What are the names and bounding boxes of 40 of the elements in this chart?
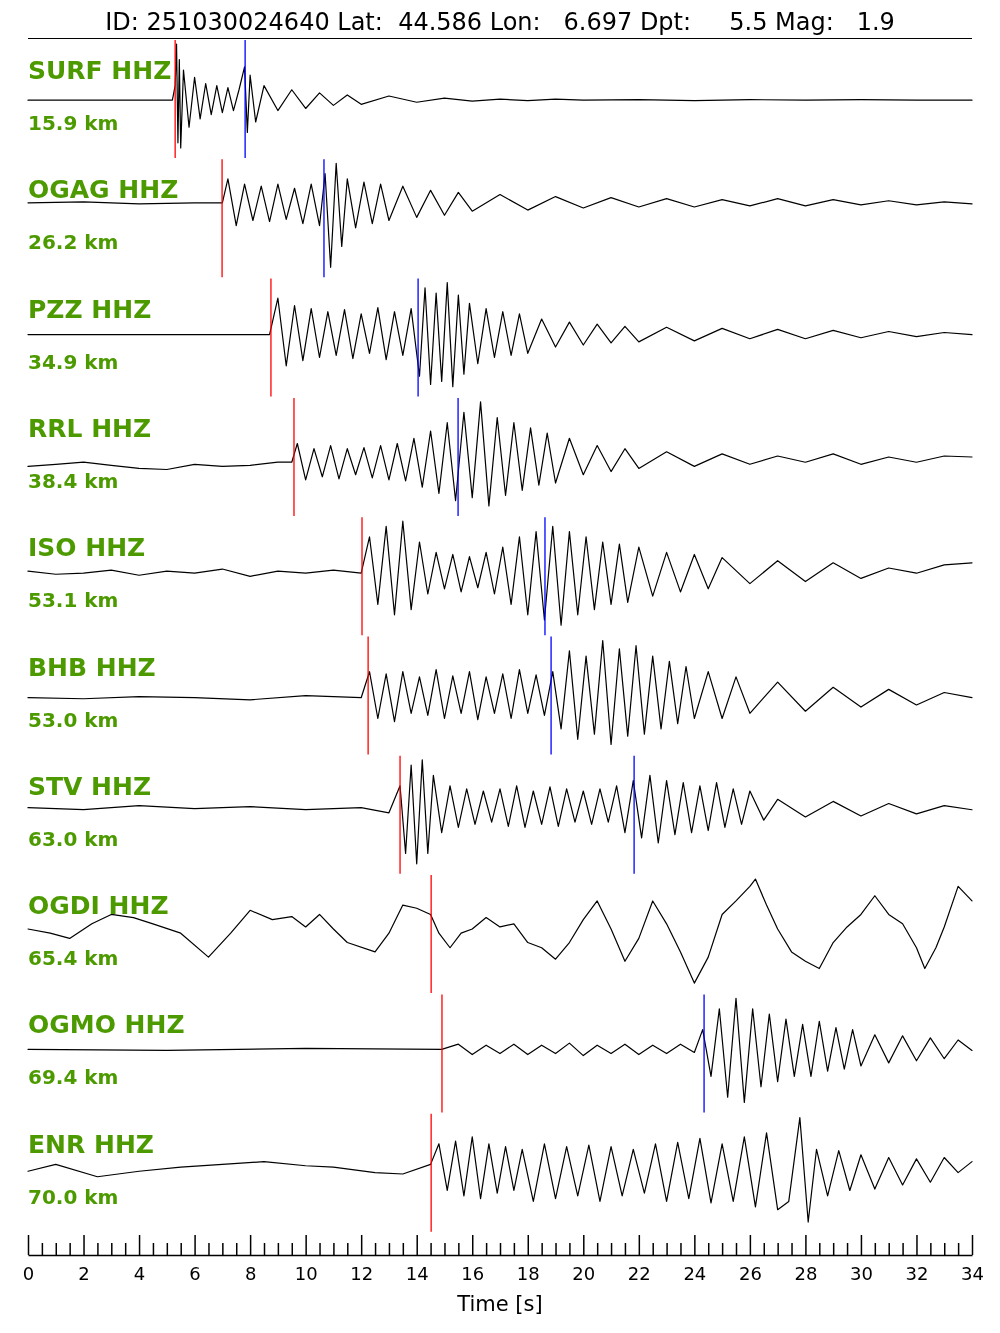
annotation: 53.1 km bbox=[28, 588, 119, 613]
annotation: 34.9 km bbox=[28, 349, 119, 374]
x-tick-label: 32 bbox=[905, 1262, 929, 1284]
annotation: ENR HHZ bbox=[28, 1129, 154, 1159]
annotation: 53.0 km bbox=[28, 707, 119, 732]
x-axis-title: Time [s] bbox=[456, 1292, 543, 1316]
annotation: ISO HHZ bbox=[28, 533, 146, 563]
annotation: OGMO HHZ bbox=[28, 1010, 185, 1040]
x-tick-label: 8 bbox=[244, 1262, 257, 1284]
chart-title: ID: 251030024640 Lat: 44.586 Lon: 6.697 Dpt: 5.5 Mag: 1.9 bbox=[105, 8, 895, 36]
annotation: 26.2 km bbox=[28, 230, 119, 255]
annotation: BHB HHZ bbox=[28, 652, 156, 682]
annotation: 15.9 km bbox=[28, 111, 119, 135]
x-tick-label: 4 bbox=[133, 1262, 146, 1284]
annotation: 63.0 km bbox=[28, 826, 119, 851]
annotation: STV HHZ bbox=[28, 771, 152, 801]
x-tick-label: 22 bbox=[627, 1262, 651, 1284]
x-tick-label: 2 bbox=[78, 1262, 90, 1284]
x-tick-label: 34 bbox=[961, 1262, 984, 1284]
annotation: OGDI HHZ bbox=[28, 891, 169, 921]
annotation: 69.4 km bbox=[28, 1065, 119, 1090]
x-tick-label: 0 bbox=[22, 1262, 35, 1284]
x-tick-label: 16 bbox=[461, 1262, 485, 1284]
x-tick-label: 10 bbox=[294, 1262, 318, 1284]
x-tick-label: 18 bbox=[516, 1262, 540, 1284]
annotation: 38.4 km bbox=[28, 468, 119, 493]
annotation: 65.4 km bbox=[28, 946, 119, 971]
x-tick-label: 12 bbox=[350, 1262, 374, 1284]
annotation: SURF HHZ bbox=[28, 56, 172, 85]
x-tick-label: 28 bbox=[794, 1262, 818, 1284]
annotation: 70.0 km bbox=[28, 1184, 119, 1209]
annotation: OGAG HHZ bbox=[28, 175, 179, 205]
x-tick-label: 14 bbox=[405, 1262, 429, 1284]
annotation: RRL HHZ bbox=[28, 413, 152, 443]
x-tick-label: 20 bbox=[572, 1262, 596, 1284]
x-tick-label: 30 bbox=[849, 1262, 873, 1284]
x-tick-label: 26 bbox=[738, 1262, 762, 1284]
annotation: PZZ HHZ bbox=[28, 294, 152, 324]
x-tick-label: 6 bbox=[189, 1262, 201, 1284]
x-tick-label: 24 bbox=[683, 1262, 707, 1284]
